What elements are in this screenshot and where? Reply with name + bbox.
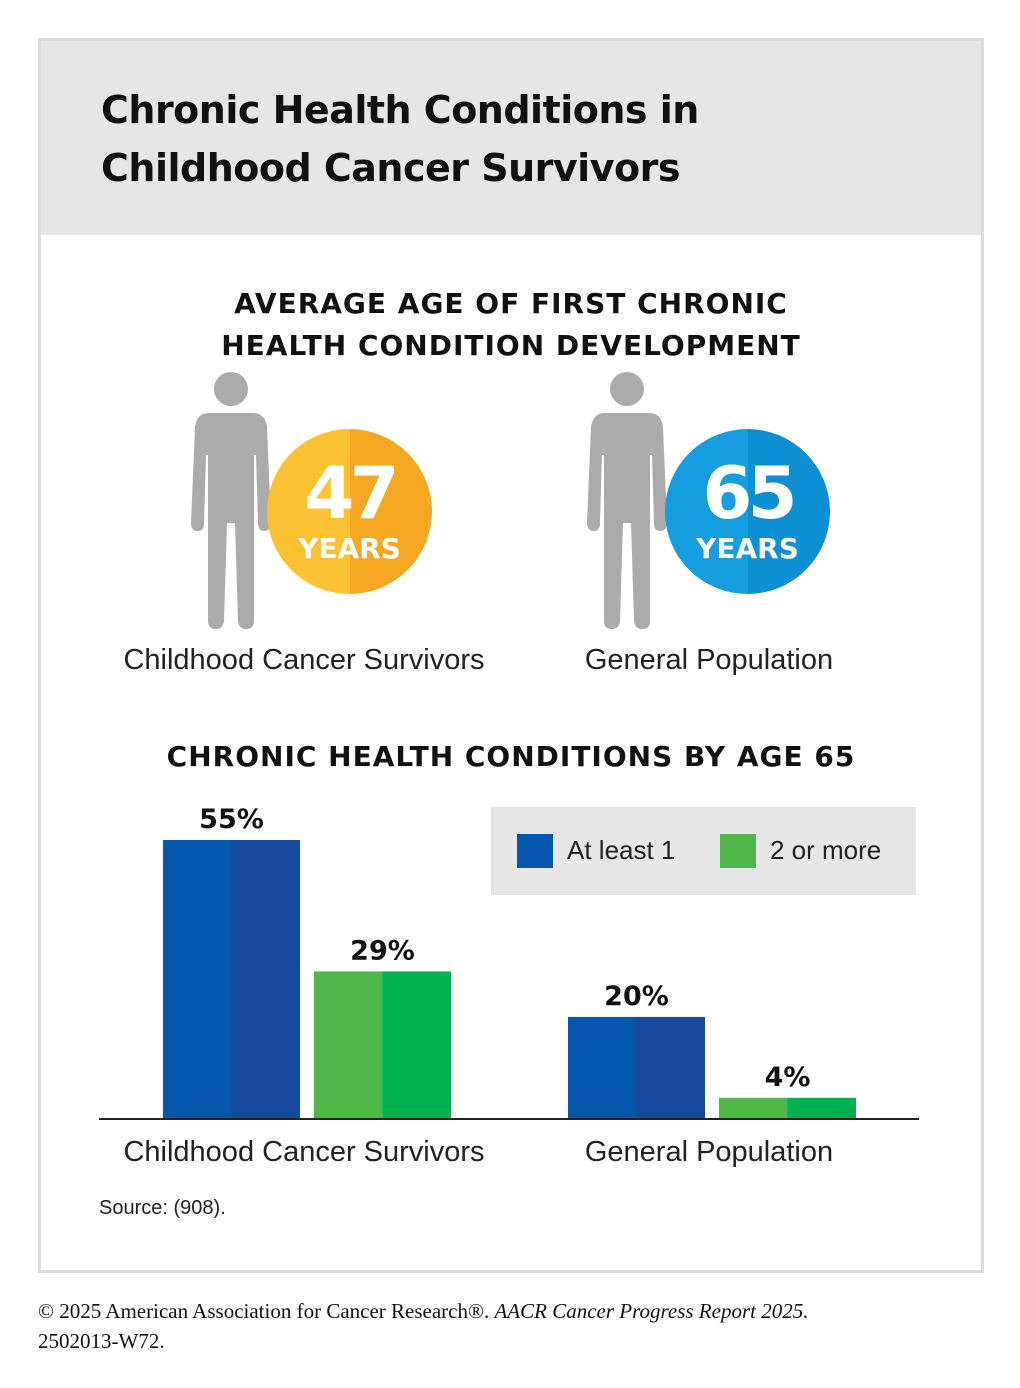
- chart-legend: At least 1 2 or more: [491, 807, 916, 895]
- circle-right-half: [349, 429, 432, 594]
- copyright-report-title: AACR Cancer Progress Report 2025.: [494, 1299, 809, 1323]
- circle-left-half: [267, 429, 350, 594]
- stat-value: 65: [702, 451, 797, 535]
- bar-at-least-1-0: [163, 840, 300, 1118]
- section-heading-line-1: AVERAGE AGE OF FIRST CHRONIC: [234, 287, 788, 320]
- chart-title: CHRONIC HEALTH CONDITIONS BY AGE 65: [166, 740, 856, 773]
- section-heading-line-2: HEALTH CONDITION DEVELOPMENT: [221, 329, 801, 362]
- stat-unit: YEARS: [298, 532, 401, 565]
- legend-swatch-2-or-more: [720, 834, 756, 868]
- circle-left-half: [665, 429, 748, 594]
- legend-label-2-or-more: 2 or more: [770, 835, 882, 865]
- source-note: Source: (908).: [99, 1197, 226, 1219]
- stat-circle-survivors: 47 YEARS: [267, 429, 432, 594]
- person-icon: [191, 372, 271, 629]
- copyright-main: © 2025 American Association for Cancer R…: [38, 1299, 495, 1323]
- bar-value-label: 29%: [350, 935, 415, 966]
- x-tick-label-general: General Population: [584, 1136, 834, 1168]
- bar-value-label: 4%: [765, 1062, 811, 1093]
- x-tick-label-survivors: Childhood Cancer Survivors: [123, 1136, 485, 1168]
- title-line-2: Childhood Cancer Survivors: [101, 146, 680, 190]
- circle-right-half: [747, 429, 830, 594]
- bar-value-label: 55%: [199, 804, 264, 835]
- bar-2-or-more-0: [314, 971, 451, 1118]
- stat-unit: YEARS: [696, 532, 799, 565]
- stat-circle-general: 65 YEARS: [665, 429, 830, 594]
- stat-label-survivors: Childhood Cancer Survivors: [123, 644, 485, 676]
- bar-2-or-more-1: [719, 1097, 856, 1118]
- header-band: Chronic Health Conditions in Childhood C…: [41, 41, 981, 235]
- legend-swatch-at-least-1: [517, 834, 553, 868]
- person-icon: [587, 372, 667, 629]
- bar-chart: 55% 20% 29% 4%: [99, 804, 919, 1120]
- copyright-code: 2502013-W72.: [38, 1329, 165, 1353]
- copyright-note: © 2025 American Association for Cancer R…: [38, 1296, 978, 1356]
- section-heading-average-age: AVERAGE AGE OF FIRST CHRONIC HEALTH COND…: [41, 283, 981, 367]
- page-title: Chronic Health Conditions in Childhood C…: [101, 81, 699, 197]
- stat-label-general: General Population: [584, 644, 834, 676]
- legend-label-at-least-1: At least 1: [567, 835, 676, 865]
- title-line-1: Chronic Health Conditions in: [101, 88, 699, 132]
- infographic-card: Chronic Health Conditions in Childhood C…: [38, 38, 984, 1273]
- bar-value-label: 20%: [604, 981, 669, 1012]
- bar-at-least-1-1: [568, 1016, 705, 1118]
- stat-value: 47: [304, 451, 399, 535]
